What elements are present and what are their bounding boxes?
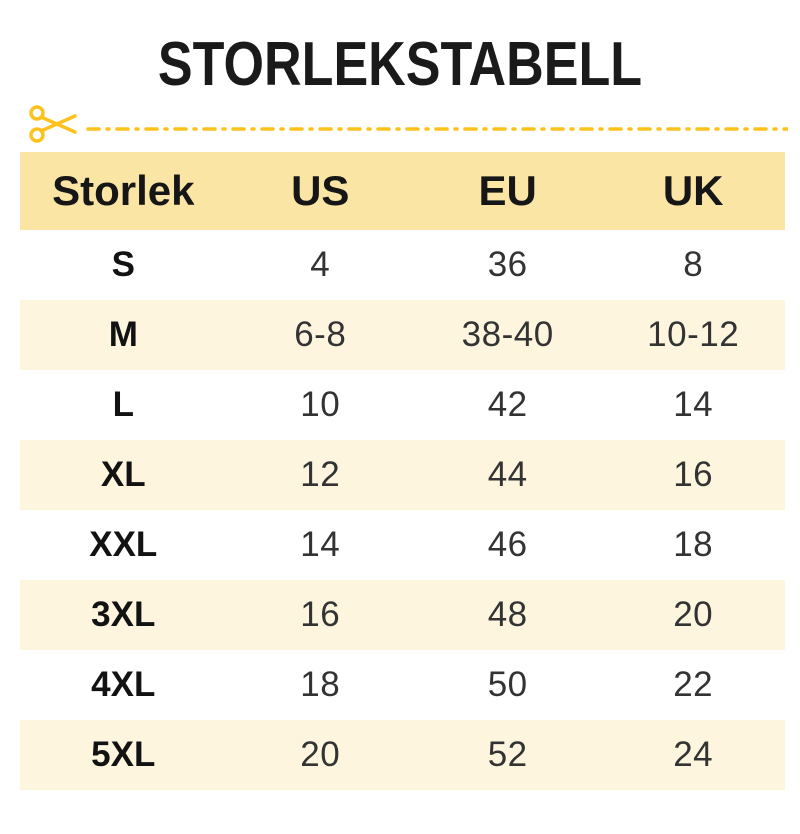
table-row: XL 12 44 16	[20, 440, 785, 510]
eu-value: 42	[487, 385, 528, 424]
eu-value: 46	[487, 525, 528, 564]
us-value: 20	[300, 735, 341, 774]
us-value: 16	[300, 595, 341, 634]
column-header-eu: EU	[478, 167, 537, 214]
eu-value: 50	[487, 665, 528, 704]
table-body: S 4 36 8 M 6-8 38-40 10-12 L 10 42 14 XL…	[20, 230, 785, 790]
size-label: 4XL	[91, 665, 156, 704]
uk-value: 16	[673, 455, 714, 494]
column-header-uk: UK	[662, 167, 724, 214]
uk-value: 20	[673, 595, 714, 634]
table-row: 5XL 20 52 24	[20, 720, 785, 790]
table-row: XXL 14 46 18	[20, 510, 785, 580]
column-header-us: US	[291, 167, 350, 214]
size-label: XL	[100, 455, 146, 494]
size-label: S	[111, 245, 135, 284]
size-label: 5XL	[91, 735, 156, 774]
uk-value: 24	[673, 735, 714, 774]
uk-value: 22	[673, 665, 714, 704]
table-row: L 10 42 14	[20, 370, 785, 440]
uk-value: 14	[673, 385, 714, 424]
scissors-icon	[29, 105, 77, 143]
table-row: M 6-8 38-40 10-12	[20, 300, 785, 370]
table-row: S 4 36 8	[20, 230, 785, 300]
us-value: 6-8	[294, 315, 347, 354]
size-label: XXL	[89, 525, 158, 564]
eu-value: 52	[487, 735, 528, 774]
dashed-cut-line	[86, 120, 790, 131]
eu-value: 36	[487, 245, 528, 284]
page-title: STORLEKSTABELL	[157, 30, 643, 99]
size-label: 3XL	[91, 595, 156, 634]
us-value: 12	[300, 455, 341, 494]
eu-value: 48	[487, 595, 528, 634]
cut-line-divider	[28, 102, 790, 146]
table-row: 3XL 16 48 20	[20, 580, 785, 650]
us-value: 18	[300, 665, 341, 704]
us-value: 4	[310, 245, 331, 284]
uk-value: 18	[673, 525, 714, 564]
uk-value: 10-12	[647, 315, 740, 354]
us-value: 10	[300, 385, 341, 424]
us-value: 14	[300, 525, 341, 564]
size-label: L	[112, 385, 134, 424]
uk-value: 8	[683, 245, 704, 284]
eu-value: 44	[487, 455, 528, 494]
table-header-row: Storlek US EU UK	[20, 152, 785, 230]
table-row: 4XL 18 50 22	[20, 650, 785, 720]
size-chart-page: STORLEKSTABELL Storlek US EU UK S 4 36	[0, 34, 800, 790]
size-table: Storlek US EU UK S 4 36 8 M 6-8 38-40 10…	[20, 152, 785, 790]
size-label: M	[108, 315, 138, 354]
column-header-storlek: Storlek	[52, 167, 195, 214]
eu-value: 38-40	[461, 315, 554, 354]
